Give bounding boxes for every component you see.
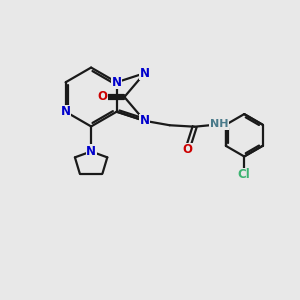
Text: N: N [140,114,150,127]
Text: N: N [61,105,70,118]
Text: N: N [140,67,150,80]
Text: NH: NH [210,119,228,129]
Text: O: O [182,143,192,156]
Text: Cl: Cl [238,168,250,181]
Text: O: O [97,91,107,103]
Text: N: N [86,145,96,158]
Text: N: N [112,76,122,89]
